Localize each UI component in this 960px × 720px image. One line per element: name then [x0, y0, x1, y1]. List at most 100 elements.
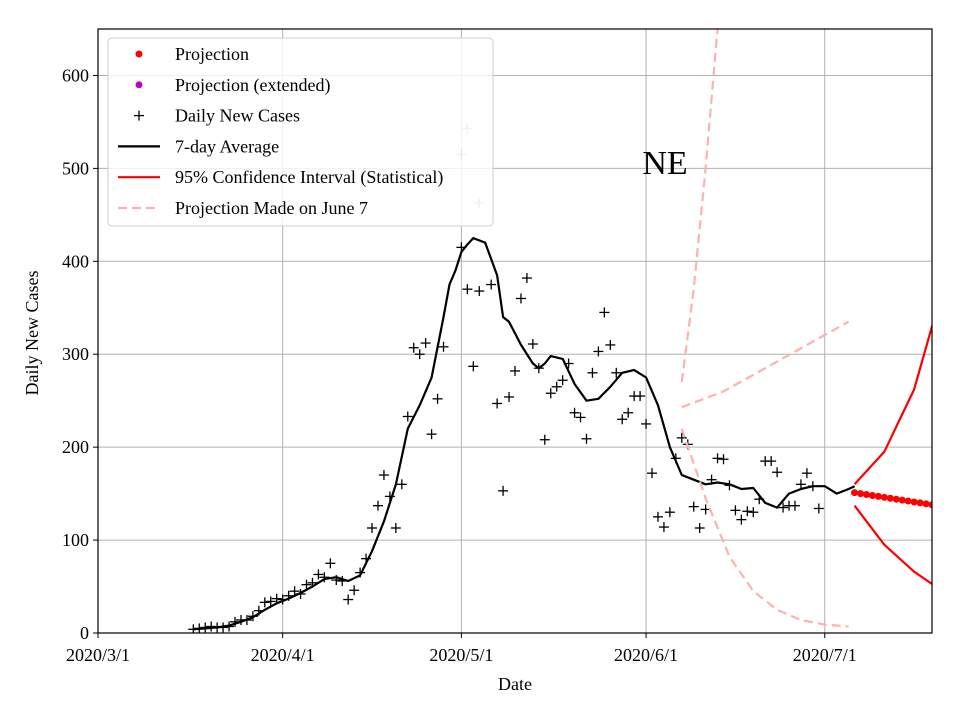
daily-case-point [521, 273, 532, 284]
daily-case-point [605, 339, 616, 350]
daily-case-point [593, 346, 604, 357]
daily-case-point [623, 407, 634, 418]
daily-case-point [259, 597, 270, 608]
daily-case-point [408, 342, 419, 353]
x-tick-label: 2020/3/1 [66, 645, 130, 665]
projection-dot [910, 498, 918, 506]
legend-item-daily-new-cases: Daily New Cases [134, 106, 300, 126]
daily-case-point [271, 593, 282, 604]
projection-dot [874, 492, 882, 500]
daily-case-point [694, 522, 705, 533]
daily-case-point [486, 279, 497, 290]
x-tick-label: 2020/4/1 [251, 645, 315, 665]
daily-case-point [372, 500, 383, 511]
legend-label: 7-day Average [175, 136, 279, 156]
daily-case-point [319, 572, 330, 583]
daily-case-point [652, 511, 663, 522]
daily-case-point [402, 411, 413, 422]
daily-case-point [575, 412, 586, 423]
daily-case-point [795, 479, 806, 490]
daily-case-point [611, 367, 622, 378]
line-june-7-projection-middle [681, 320, 850, 409]
projection-dot [886, 494, 894, 502]
daily-case-point [349, 585, 360, 596]
daily-case-point [515, 293, 526, 304]
daily-case-point [641, 418, 652, 429]
y-axis-ticks: 0 100 200 300 400 500 600 [62, 65, 98, 643]
legend-item-projection-extended: Projection (extended) [135, 75, 330, 96]
daily-case-point [736, 514, 747, 525]
daily-case-point [801, 468, 812, 479]
axes-frame [97, 28, 933, 634]
daily-case-point [617, 414, 628, 425]
y-tick-label: 0 [80, 623, 89, 643]
daily-case-point [766, 456, 777, 467]
daily-case-point [396, 479, 407, 490]
daily-case-point [676, 432, 687, 443]
legend-box [107, 37, 494, 227]
daily-case-point [378, 470, 389, 481]
projection-dot [952, 505, 959, 512]
projection-dot [851, 489, 859, 497]
projection-dot [892, 495, 900, 503]
legend-label: 95% Confidence Interval (Statistical) [175, 167, 443, 188]
daily-case-point [325, 558, 336, 569]
daily-case-point [557, 375, 568, 386]
daily-case-point [426, 429, 437, 440]
projection-dot [940, 503, 947, 510]
projection-dot [880, 493, 888, 501]
daily-case-point [772, 467, 783, 478]
daily-case-point [438, 341, 449, 352]
daily-case-point [635, 391, 646, 402]
plot-frame [97, 28, 933, 634]
y-tick-label: 500 [62, 158, 89, 178]
daily-case-point [420, 338, 431, 349]
x-tick-label: 2020/7/1 [793, 645, 857, 665]
projection-dot [922, 500, 930, 508]
daily-case-point [492, 398, 503, 409]
line-7-day-average [193, 237, 856, 631]
x-axis-label: Date [498, 674, 532, 694]
legend-label: Daily New Cases [175, 106, 300, 126]
daily-case-point [569, 407, 580, 418]
projection-dot [862, 491, 870, 499]
projection-dot [928, 501, 932, 509]
daily-case-point [748, 507, 759, 518]
y-tick-label: 400 [62, 251, 89, 271]
daily-case-point [664, 507, 675, 518]
line-95-ci-lower [853, 505, 932, 586]
line-june-7-projection-lower [680, 428, 849, 628]
projection-dot [946, 504, 953, 511]
daily-case-point [206, 621, 217, 632]
series-projection [851, 489, 959, 512]
y-tick-label: 200 [62, 437, 89, 457]
projection-dot [898, 496, 906, 504]
daily-case-point [367, 522, 378, 533]
y-tick-label: 600 [62, 65, 89, 85]
daily-case-point [545, 388, 556, 399]
daily-case-point [527, 339, 538, 350]
daily-case-point [789, 500, 800, 511]
daily-case-point [462, 284, 473, 295]
legend-item-7-day-average: 7-day Average [118, 136, 279, 156]
daily-case-point [265, 596, 276, 607]
legend-item-95-confidence-interval-statistical: 95% Confidence Interval (Statistical) [118, 167, 443, 188]
y-tick-label: 100 [62, 530, 89, 550]
daily-case-point [301, 579, 312, 590]
daily-case-point [504, 391, 515, 402]
daily-case-point [778, 502, 789, 513]
daily-case-point [658, 522, 669, 533]
daily-case-point [289, 586, 300, 597]
projection-dot [916, 499, 924, 507]
line-95-ci-upper [853, 322, 932, 486]
plot-series [188, 29, 959, 633]
legend-item-projection-made-on-june-7: Projection Made on June 7 [118, 198, 368, 218]
x-axis-ticks: 2020/3/1 2020/4/1 2020/5/1 2020/6/1 2020/7/1 [66, 633, 857, 665]
legend-item-projection: Projection [135, 44, 249, 64]
daily-case-point [414, 349, 425, 360]
y-axis-label: Daily New Cases [22, 271, 42, 396]
legend-label: Projection [175, 44, 249, 64]
legend-dot-marker [135, 81, 143, 89]
daily-case-point [742, 506, 753, 517]
